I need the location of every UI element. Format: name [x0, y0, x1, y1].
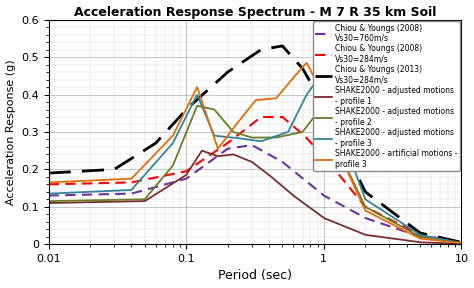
Y-axis label: Acceleration Response (g): Acceleration Response (g)	[6, 59, 16, 205]
Line: SHAKE2000 - adjusted motions
- profile 2: SHAKE2000 - adjusted motions - profile 2	[48, 106, 462, 243]
Chiou & Youngs (2013)
Vs30=284m/s	[368, 194, 374, 198]
SHAKE2000 - adjusted motions
- profile 1	[213, 154, 219, 157]
Chiou & Youngs (2008)
Vs30=760m/s	[249, 143, 255, 147]
Chiou & Youngs (2008)
Vs30=760m/s	[46, 194, 51, 197]
Chiou & Youngs (2008)
Vs30=284m/s	[329, 165, 335, 168]
SHAKE2000 - adjusted motions
- profile 3	[375, 206, 381, 210]
SHAKE2000 - artificial motions -
profile 3	[459, 241, 465, 245]
SHAKE2000 - adjusted motions
- profile 2	[329, 137, 335, 140]
SHAKE2000 - adjusted motions
- profile 3	[88, 190, 93, 194]
Chiou & Youngs (2008)
Vs30=284m/s	[259, 115, 264, 119]
SHAKE2000 - adjusted motions
- profile 3	[368, 201, 374, 205]
Line: SHAKE2000 - artificial motions -
profile 3: SHAKE2000 - artificial motions - profile…	[48, 63, 462, 243]
SHAKE2000 - artificial motions -
profile 3	[304, 61, 310, 65]
SHAKE2000 - adjusted motions
- profile 1	[329, 220, 335, 223]
Chiou & Youngs (2008)
Vs30=760m/s	[375, 221, 381, 224]
Chiou & Youngs (2013)
Vs30=284m/s	[213, 81, 219, 85]
SHAKE2000 - adjusted motions
- profile 3	[315, 78, 320, 82]
SHAKE2000 - adjusted motions
- profile 2	[213, 110, 219, 113]
Chiou & Youngs (2008)
Vs30=760m/s	[228, 147, 233, 150]
Chiou & Youngs (2013)
Vs30=284m/s	[329, 122, 335, 126]
SHAKE2000 - adjusted motions
- profile 3	[213, 134, 219, 138]
SHAKE2000 - adjusted motions
- profile 1	[199, 149, 205, 152]
SHAKE2000 - adjusted motions
- profile 3	[459, 241, 465, 245]
SHAKE2000 - adjusted motions
- profile 2	[194, 104, 200, 107]
Chiou & Youngs (2013)
Vs30=284m/s	[279, 44, 285, 48]
SHAKE2000 - artificial motions -
profile 3	[46, 181, 51, 184]
SHAKE2000 - adjusted motions
- profile 1	[375, 235, 381, 238]
Chiou & Youngs (2008)
Vs30=284m/s	[228, 139, 233, 143]
SHAKE2000 - adjusted motions
- profile 2	[459, 241, 465, 245]
Line: Chiou & Youngs (2013)
Vs30=284m/s: Chiou & Youngs (2013) Vs30=284m/s	[48, 46, 462, 242]
Chiou & Youngs (2008)
Vs30=760m/s	[213, 156, 219, 159]
Line: SHAKE2000 - adjusted motions
- profile 1: SHAKE2000 - adjusted motions - profile 1	[48, 151, 462, 244]
SHAKE2000 - artificial motions -
profile 3	[88, 179, 93, 182]
SHAKE2000 - adjusted motions
- profile 2	[46, 199, 51, 203]
Chiou & Youngs (2008)
Vs30=284m/s	[88, 182, 93, 185]
Chiou & Youngs (2008)
Vs30=284m/s	[368, 208, 374, 211]
Chiou & Youngs (2008)
Vs30=760m/s	[368, 218, 374, 222]
SHAKE2000 - adjusted motions
- profile 1	[88, 200, 93, 204]
SHAKE2000 - adjusted motions
- profile 2	[228, 127, 234, 131]
Chiou & Youngs (2008)
Vs30=760m/s	[329, 198, 335, 202]
Chiou & Youngs (2013)
Vs30=284m/s	[88, 169, 93, 173]
Chiou & Youngs (2008)
Vs30=760m/s	[88, 193, 93, 196]
SHAKE2000 - adjusted motions
- profile 1	[459, 242, 465, 246]
Line: Chiou & Youngs (2008)
Vs30=284m/s: Chiou & Youngs (2008) Vs30=284m/s	[48, 117, 462, 242]
SHAKE2000 - adjusted motions
- profile 3	[329, 108, 335, 112]
Chiou & Youngs (2013)
Vs30=284m/s	[228, 69, 233, 72]
SHAKE2000 - adjusted motions
- profile 1	[46, 201, 51, 205]
SHAKE2000 - adjusted motions
- profile 1	[228, 153, 234, 156]
SHAKE2000 - adjusted motions
- profile 3	[46, 192, 51, 195]
Chiou & Youngs (2013)
Vs30=284m/s	[46, 171, 51, 175]
SHAKE2000 - artificial motions -
profile 3	[213, 140, 219, 143]
SHAKE2000 - adjusted motions
- profile 2	[375, 212, 381, 216]
Line: SHAKE2000 - adjusted motions
- profile 3: SHAKE2000 - adjusted motions - profile 3	[48, 80, 462, 243]
Chiou & Youngs (2008)
Vs30=284m/s	[46, 183, 51, 186]
Title: Acceleration Response Spectrum - M 7 R 35 km Soil: Acceleration Response Spectrum - M 7 R 3…	[74, 5, 436, 18]
Chiou & Youngs (2008)
Vs30=284m/s	[213, 150, 219, 153]
SHAKE2000 - adjusted motions
- profile 2	[368, 208, 374, 212]
SHAKE2000 - adjusted motions
- profile 1	[368, 234, 374, 237]
SHAKE2000 - artificial motions -
profile 3	[329, 137, 335, 140]
Chiou & Youngs (2013)
Vs30=284m/s	[459, 240, 465, 244]
Chiou & Youngs (2008)
Vs30=760m/s	[459, 240, 465, 244]
SHAKE2000 - artificial motions -
profile 3	[375, 215, 381, 219]
Chiou & Youngs (2008)
Vs30=284m/s	[459, 240, 465, 244]
SHAKE2000 - artificial motions -
profile 3	[368, 212, 374, 215]
SHAKE2000 - adjusted motions
- profile 3	[228, 136, 233, 139]
Chiou & Youngs (2008)
Vs30=284m/s	[375, 212, 381, 215]
Legend: Chiou & Youngs (2008)
Vs30=760m/s, Chiou & Youngs (2008)
Vs30=284m/s, Chiou & Yo: Chiou & Youngs (2008) Vs30=760m/s, Chiou…	[313, 21, 460, 171]
X-axis label: Period (sec): Period (sec)	[218, 270, 292, 283]
Line: Chiou & Youngs (2008)
Vs30=760m/s: Chiou & Youngs (2008) Vs30=760m/s	[48, 145, 462, 242]
SHAKE2000 - artificial motions -
profile 3	[228, 130, 233, 134]
SHAKE2000 - adjusted motions
- profile 2	[88, 199, 93, 202]
Chiou & Youngs (2013)
Vs30=284m/s	[375, 200, 381, 203]
